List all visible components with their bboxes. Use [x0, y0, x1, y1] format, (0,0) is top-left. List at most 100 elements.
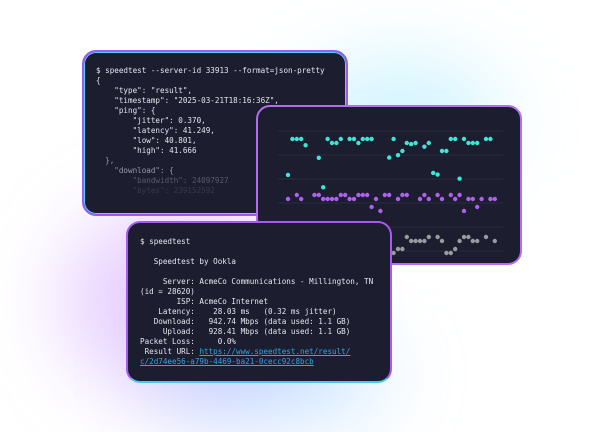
dot	[466, 234, 471, 240]
dot	[356, 140, 361, 146]
dot	[483, 136, 489, 142]
dot	[343, 192, 348, 198]
dot	[409, 238, 414, 244]
dot	[290, 136, 295, 142]
dot	[285, 196, 291, 202]
dot	[312, 192, 317, 198]
result-url-link[interactable]: https://www.speedtest.net/result/	[199, 347, 351, 356]
dot	[435, 234, 440, 240]
dot	[400, 246, 405, 252]
dot	[492, 238, 497, 244]
dot	[299, 196, 304, 202]
dot	[378, 208, 383, 214]
dot	[404, 140, 409, 146]
dot	[439, 196, 445, 202]
dot	[294, 192, 299, 198]
json-output: $ speedtest --server-id 33913 --format=j…	[96, 66, 325, 195]
dot	[470, 140, 475, 146]
dot	[347, 196, 352, 202]
command: $ speedtest	[140, 237, 191, 246]
dot	[444, 250, 449, 256]
dot	[365, 136, 370, 142]
dot	[391, 136, 396, 142]
dot	[404, 192, 409, 198]
dot	[479, 196, 484, 202]
dot	[448, 250, 453, 256]
dot	[422, 238, 427, 244]
dot	[422, 144, 427, 149]
dot	[422, 192, 427, 198]
dot	[475, 238, 480, 244]
dot	[316, 155, 321, 161]
dot	[435, 192, 440, 198]
dot	[492, 196, 497, 202]
dot	[461, 136, 467, 142]
dot	[356, 192, 361, 198]
dot	[413, 140, 418, 146]
dot	[369, 204, 374, 210]
dot	[470, 196, 475, 202]
dot	[466, 196, 471, 202]
dot	[400, 192, 405, 198]
dot	[453, 246, 458, 252]
dot	[466, 140, 471, 146]
dot	[448, 192, 453, 198]
dot	[461, 208, 467, 214]
dot	[395, 246, 401, 252]
dot	[334, 140, 339, 146]
dot	[404, 234, 409, 240]
dot	[435, 172, 440, 177]
dot	[351, 196, 357, 202]
dot	[338, 192, 343, 198]
speedtest-terminal-window: $ speedtest Speedtest by Ookla Server: A…	[126, 221, 392, 383]
dot	[426, 234, 431, 240]
dot	[329, 140, 335, 146]
dot	[457, 192, 462, 198]
dot	[338, 136, 343, 142]
dot	[417, 196, 423, 202]
dot	[444, 148, 449, 154]
dot	[360, 192, 365, 198]
dot	[488, 196, 493, 202]
dot	[400, 148, 405, 154]
dot	[475, 140, 480, 146]
result-url-link-cont[interactable]: c/2d74ee56-a79b-4469-ba21-0cecc92c8bcb	[140, 357, 314, 366]
dot	[431, 170, 436, 176]
dot	[448, 136, 453, 142]
dot	[285, 172, 291, 178]
dot	[365, 192, 370, 198]
dot	[373, 196, 379, 202]
dot	[439, 238, 445, 244]
dot	[303, 143, 308, 148]
dot	[321, 185, 326, 190]
dot	[360, 136, 365, 142]
dot	[299, 136, 304, 142]
dot	[470, 238, 475, 244]
speedtest-output: $ speedtest Speedtest by Ookla Server: A…	[140, 237, 374, 366]
dot	[395, 196, 401, 202]
dot	[483, 234, 489, 240]
dot	[382, 192, 387, 198]
dot	[329, 196, 335, 202]
dot	[413, 238, 418, 244]
dot	[409, 141, 414, 147]
dot	[294, 136, 299, 142]
dot	[325, 196, 330, 202]
dot	[321, 196, 326, 202]
dot	[453, 196, 458, 202]
dot	[457, 238, 462, 244]
dot	[417, 238, 423, 244]
dot	[426, 140, 431, 146]
dot	[316, 192, 321, 198]
dot	[351, 136, 357, 142]
dot	[488, 136, 493, 142]
dot	[387, 155, 392, 160]
dot	[426, 196, 431, 202]
dot	[391, 250, 396, 256]
dot	[395, 152, 401, 158]
dot	[475, 204, 480, 210]
dot	[334, 196, 339, 202]
dot	[439, 148, 445, 154]
dot	[347, 136, 352, 142]
dot	[369, 136, 374, 142]
